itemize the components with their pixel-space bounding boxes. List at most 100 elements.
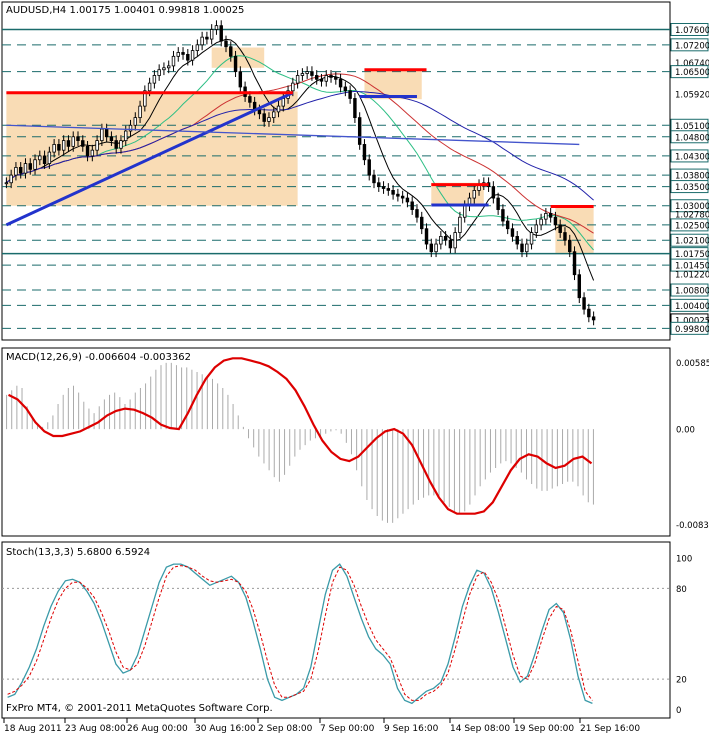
- time-axis-label-1: 23 Aug 08:00: [65, 724, 126, 734]
- candle-body: [415, 209, 419, 218]
- price-axis-label-box-15: [670, 258, 709, 272]
- macd-axis-label-2: -0.00834: [676, 521, 709, 531]
- candle-body: [310, 71, 314, 76]
- candle-body: [544, 212, 548, 220]
- time-axis-label-5: 7 Sep 00:00: [320, 724, 375, 734]
- candle-body: [357, 117, 362, 145]
- price-axis-label-3: 1.06500: [675, 68, 709, 78]
- candle-body: [214, 25, 219, 30]
- trendline-0: [5, 91, 294, 227]
- stoch-axis-label-0: 100: [676, 555, 692, 565]
- candle-body: [548, 212, 553, 218]
- time-axis: 18 Aug 2011 23 Aug 08:00 26 Aug 00:00 30 Au…: [3, 718, 640, 734]
- time-axis-label-7: 14 Sep 08:00: [450, 724, 510, 734]
- trendlines: [5, 68, 594, 227]
- stoch-panel-frame: [1, 541, 671, 719]
- candle-body: [133, 117, 138, 126]
- candle-body: [114, 140, 118, 149]
- candle-body: [510, 228, 515, 237]
- candle-body: [66, 140, 71, 147]
- stoch-signal-line: [7, 565, 593, 701]
- price-axis-label-19: 1.00025: [675, 316, 709, 326]
- candle-body: [429, 243, 434, 253]
- time-axis-label-6: 9 Sep 16:00: [384, 724, 439, 734]
- price-axis-label-11: 1.02780: [675, 211, 709, 221]
- candle-body: [520, 243, 524, 253]
- candle-body: [190, 50, 195, 61]
- candle-body: [472, 190, 476, 199]
- candle-body: [76, 136, 80, 142]
- moving-average-line-1: [6, 55, 594, 251]
- price-axis-label-box-6: [670, 130, 709, 144]
- candle-body: [362, 144, 367, 161]
- candle-body: [420, 216, 424, 230]
- candle-body: [200, 36, 204, 46]
- candle-body: [329, 75, 333, 78]
- candle-body: [47, 151, 52, 164]
- candle-body: [238, 71, 243, 88]
- candle-body: [42, 155, 47, 164]
- candle-body: [257, 109, 262, 115]
- candle-body: [568, 239, 572, 253]
- candle-body: [9, 174, 13, 184]
- macd-title: MACD(12,26,9) -0.006604 -0.003362: [6, 352, 191, 363]
- candle-body: [453, 232, 457, 249]
- candle-body: [38, 155, 42, 161]
- macd-panel-frame: [1, 347, 671, 537]
- candle-body: [4, 182, 9, 185]
- candle-body: [109, 136, 114, 142]
- candle-body: [14, 167, 18, 176]
- candle-body: [138, 105, 142, 119]
- candle-body: [95, 140, 99, 151]
- price-axis-label-14: 1.01750: [675, 250, 709, 260]
- macd-histogram: [6, 362, 594, 523]
- candle-body: [491, 186, 496, 199]
- candle-body: [166, 65, 171, 69]
- stoch-panel: Stoch(13,3,3) 5.6800 6.5924 100 80 20 0 FxP…: [1, 541, 692, 719]
- price-axis-label-6: 1.04800: [675, 133, 709, 143]
- candle-body: [33, 159, 37, 170]
- price-axis-label-box-12: [670, 218, 709, 232]
- candle-body: [281, 98, 286, 107]
- candle-body: [147, 82, 152, 92]
- price-panel-frame: [1, 1, 671, 341]
- candle-body: [205, 36, 209, 40]
- macd-signal-line: [8, 357, 593, 515]
- candle-body: [23, 163, 28, 174]
- candle-body: [439, 235, 443, 245]
- candle-body: [28, 163, 32, 170]
- candle-body: [143, 90, 147, 107]
- candle-body: [343, 86, 348, 92]
- candle-body: [300, 73, 305, 76]
- candle-body: [400, 195, 405, 199]
- price-axis-label-7: 1.04300: [675, 152, 709, 162]
- price-axis-label-15: 1.01450: [675, 262, 709, 272]
- candle-body: [334, 76, 338, 80]
- macd-axis-label-1: 0.00: [676, 426, 695, 436]
- candle-body: [572, 251, 577, 276]
- candle-body: [276, 105, 281, 113]
- candle-body: [119, 140, 123, 149]
- candle-body: [582, 297, 586, 310]
- candle-body: [61, 140, 66, 151]
- candle-body: [372, 174, 376, 184]
- macd-signal-path: [8, 357, 593, 515]
- price-axis-label-2: 1.06740: [675, 59, 709, 69]
- candle-body: [248, 96, 252, 103]
- time-axis-label-3: 30 Aug 16:00: [195, 724, 256, 734]
- candle-body: [18, 167, 23, 174]
- candle-body: [553, 216, 558, 226]
- highlight-box-1: [211, 47, 265, 68]
- macd-axis: 0.00585 0.00 -0.00834: [676, 359, 709, 531]
- candle-body: [405, 197, 410, 203]
- candle-body: [272, 111, 276, 119]
- time-axis-label-8: 19 Sep 00:00: [514, 724, 574, 734]
- candle-body: [162, 67, 166, 71]
- price-axis-label-12: 1.02500: [675, 221, 709, 231]
- candle-body: [186, 53, 190, 61]
- stoch-lines: [7, 563, 593, 705]
- candle-body: [462, 205, 467, 218]
- candle-body: [396, 193, 400, 197]
